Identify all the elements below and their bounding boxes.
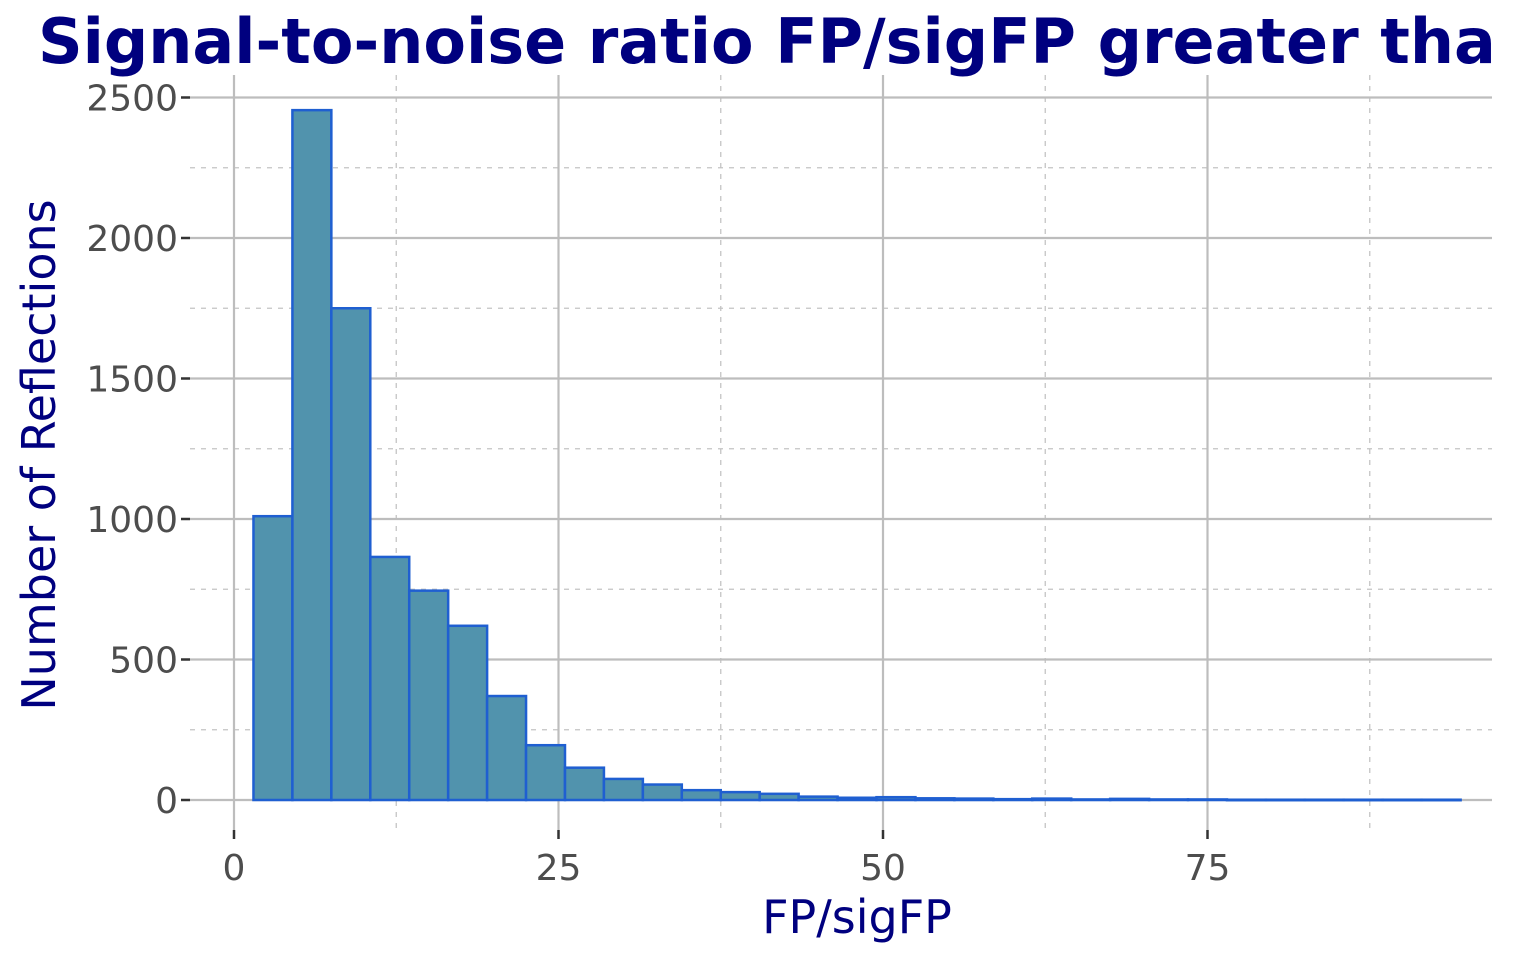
histogram-bar (641, 783, 684, 802)
x-tick-labels: 0 25 50 75 (223, 848, 1231, 889)
histogram-bar (758, 792, 800, 802)
histogram-bar (914, 797, 956, 802)
histogram-bar (1342, 798, 1384, 802)
histogram-bar (563, 766, 606, 802)
histogram-bar (1147, 798, 1190, 802)
histogram-bar (836, 796, 878, 802)
x-tick-label: 25 (536, 848, 582, 889)
x-tick-label: 0 (223, 848, 246, 889)
chart-title: Signal-to-noise ratio FP/sigFP greater t… (38, 5, 1496, 78)
y-tick-label: 1500 (86, 360, 178, 401)
y-tick-labels: 0 500 1000 1500 2000 2500 (86, 79, 178, 823)
histogram-bar (407, 589, 450, 802)
y-tick-label: 1000 (86, 500, 178, 541)
histogram-bar (485, 694, 528, 802)
histogram-bar (1264, 798, 1307, 802)
histogram-bar (369, 555, 411, 802)
histogram-bar (252, 514, 294, 802)
histogram-bar (1225, 798, 1268, 802)
histogram-bar (1069, 798, 1112, 802)
y-tick-label: 2500 (86, 79, 178, 120)
histogram-bar (291, 108, 333, 802)
histogram-bar (797, 795, 839, 802)
y-tick-label: 0 (155, 781, 178, 822)
x-tick-label: 50 (860, 848, 906, 889)
y-tick-label: 2000 (86, 219, 178, 260)
x-tick-label: 75 (1185, 848, 1231, 889)
histogram-bar (1031, 797, 1073, 802)
histogram-bar (1381, 798, 1423, 802)
histogram-bar (1303, 798, 1346, 802)
histogram-bar (875, 795, 917, 802)
histogram-bar (680, 788, 722, 802)
histogram-bar (330, 307, 372, 802)
histogram-bar (446, 624, 489, 802)
histogram-bar (992, 797, 1034, 802)
axis-ticks (181, 96, 1209, 839)
y-axis-title: Number of Reflections (12, 199, 66, 710)
histogram-bar (602, 777, 645, 802)
histogram-bar (1420, 798, 1462, 802)
x-axis-title: FP/sigFP (762, 890, 952, 944)
histogram-bar (1186, 798, 1229, 802)
y-tick-label: 500 (109, 641, 178, 682)
histogram-bar (1108, 797, 1151, 802)
histogram-bar (953, 797, 995, 802)
grid-lines (190, 75, 1492, 830)
histogram-bar (719, 790, 761, 802)
histogram-bar (524, 743, 567, 802)
histogram-bars (252, 108, 1462, 802)
